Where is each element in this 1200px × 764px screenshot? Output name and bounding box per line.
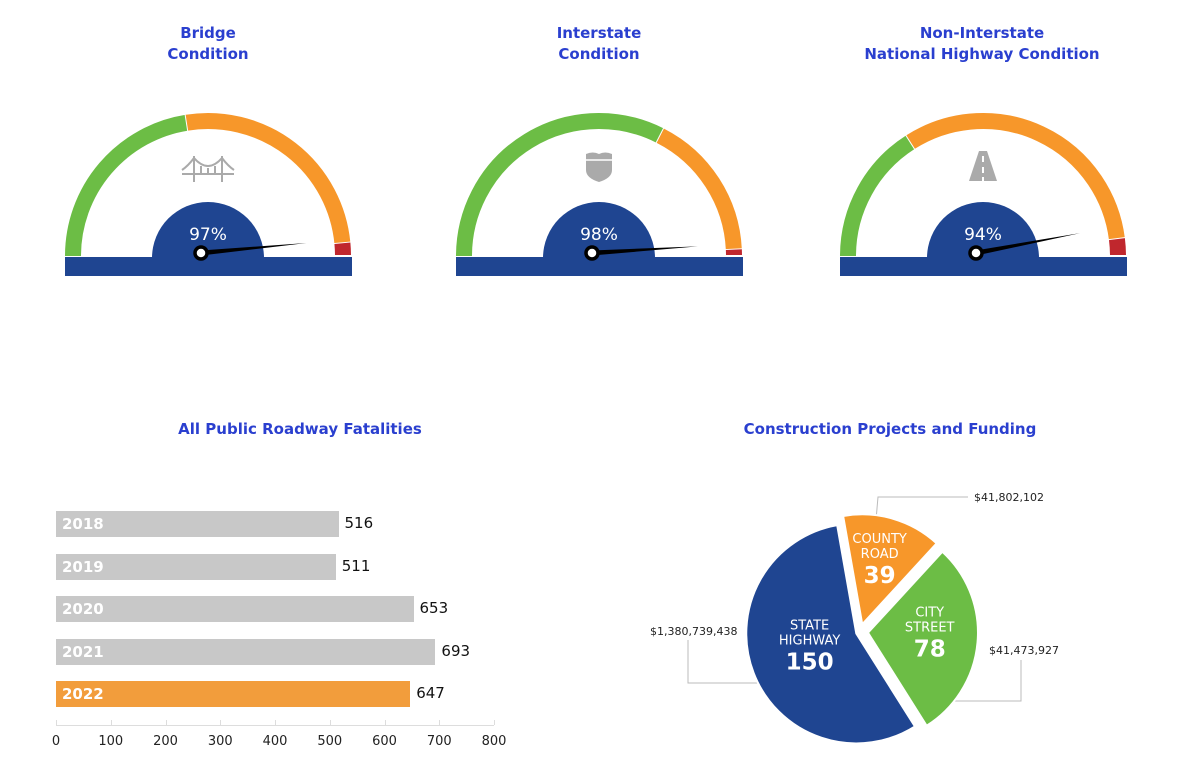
x-tick-mark (275, 720, 276, 725)
x-tick-label: 0 (51, 734, 61, 749)
bar-value-label: 516 (344, 514, 374, 532)
x-tick-label: 100 (98, 734, 124, 749)
gauge-green-segment (65, 114, 189, 257)
bar-2018 (56, 511, 339, 537)
gauge-interstate: 98% (449, 106, 749, 286)
gauge-green-segment (456, 113, 664, 257)
title-line: Interstate (556, 24, 642, 42)
pie-slice-name: STATE (790, 618, 829, 633)
gauge-value: 98% (580, 225, 618, 245)
gauge-title-non-interstate: Non-Interstate National Highway Condition (832, 23, 1132, 65)
pie-slice-name: COUNTY (852, 532, 906, 547)
x-tick-label: 400 (262, 734, 288, 749)
needle-pivot (584, 245, 600, 261)
leader-line (930, 660, 1022, 702)
bar-value-label: 653 (419, 599, 449, 617)
bar-2019 (56, 554, 336, 580)
needle-pivot (968, 245, 984, 261)
gauge-value: 94% (964, 225, 1002, 245)
bar-category-label: 2020 (62, 600, 104, 618)
title-line: Bridge (180, 24, 236, 42)
gauge-title-bridge: Bridge Condition (108, 23, 308, 65)
gauge-hub (927, 202, 1039, 258)
pie-slice-value: 150 (786, 649, 834, 675)
gauge-bridge: 97% (58, 106, 358, 286)
pie-slice-county (841, 513, 939, 627)
x-tick-mark (384, 720, 386, 725)
x-tick-mark (439, 720, 441, 725)
pie-slice-name: CITY (915, 605, 944, 620)
needle-pivot (193, 245, 209, 261)
bar-category-label: 2019 (62, 558, 104, 576)
x-tick-label: 700 (426, 734, 452, 749)
x-tick-mark (56, 720, 57, 725)
x-tick-mark (329, 720, 331, 725)
gauge-red-segment (1108, 238, 1126, 257)
pie-slice-value: 39 (864, 563, 896, 589)
pie-chart-title: Construction Projects and Funding (743, 420, 1037, 438)
gauge-base (456, 257, 743, 276)
bar-2022 (56, 681, 411, 707)
x-tick-mark (494, 720, 495, 725)
gauge-title-interstate: Interstate Condition (499, 23, 699, 65)
gauge-base (840, 257, 1127, 276)
x-tick-mark (220, 720, 222, 725)
gauge-hub (152, 202, 264, 258)
gauge-non-interstate: 94% (833, 106, 1133, 286)
x-tick-mark (165, 720, 167, 725)
x-tick-mark (110, 720, 112, 725)
title-line: Non-Interstate (919, 24, 1045, 42)
gauge-orange-segment (185, 113, 351, 245)
funding-city-street: $41,473,927 (989, 644, 1059, 657)
pie-slice-name: ROAD (861, 547, 899, 562)
pie-slice-value: 78 (914, 636, 946, 662)
pie-slice-state (745, 523, 917, 745)
bar-category-label: 2018 (62, 515, 104, 533)
bar-2021 (56, 639, 436, 665)
bridge-icon (181, 156, 235, 182)
bar-value-label: 647 (416, 684, 445, 702)
title-line: Condition (558, 45, 640, 63)
x-tick-label: 800 (481, 734, 507, 749)
x-tick-label: 500 (317, 734, 343, 749)
gauge-needle (975, 233, 1081, 256)
gauge-orange-segment (656, 128, 742, 251)
bar-2020 (56, 596, 414, 622)
x-tick-label: 300 (207, 734, 233, 749)
pie-slice-name: STREET (905, 620, 955, 635)
gauge-needle (200, 243, 307, 256)
road-icon (969, 151, 997, 181)
bar-value-label: 511 (341, 557, 371, 575)
bar-value-label: 693 (441, 642, 471, 660)
gauge-red-segment (334, 242, 351, 257)
gauge-needle (591, 246, 698, 256)
leader-line (687, 640, 760, 684)
bar-category-label: 2021 (62, 643, 104, 661)
funding-county-road: $41,802,102 (974, 491, 1044, 504)
gauge-orange-segment (906, 113, 1125, 241)
gauge-green-segment (840, 135, 916, 257)
funding-state-highway: $1,380,739,438 (650, 625, 738, 638)
bar-chart-title: All Public Roadway Fatalities (178, 420, 422, 438)
pie-slice-city (866, 550, 979, 728)
title-line: National Highway Condition (864, 45, 1100, 63)
x-axis-line (56, 725, 494, 726)
x-tick-label: 200 (153, 734, 178, 749)
leader-line (875, 496, 968, 521)
pie-slice-name: HIGHWAY (779, 633, 840, 648)
gauge-base (65, 257, 352, 276)
gauge-hub (543, 202, 655, 258)
gauge-value: 97% (189, 225, 227, 245)
interstate-shield-icon (586, 152, 612, 182)
bar-category-label: 2022 (62, 685, 104, 703)
title-line: Condition (167, 45, 249, 63)
x-tick-label: 600 (372, 734, 397, 749)
